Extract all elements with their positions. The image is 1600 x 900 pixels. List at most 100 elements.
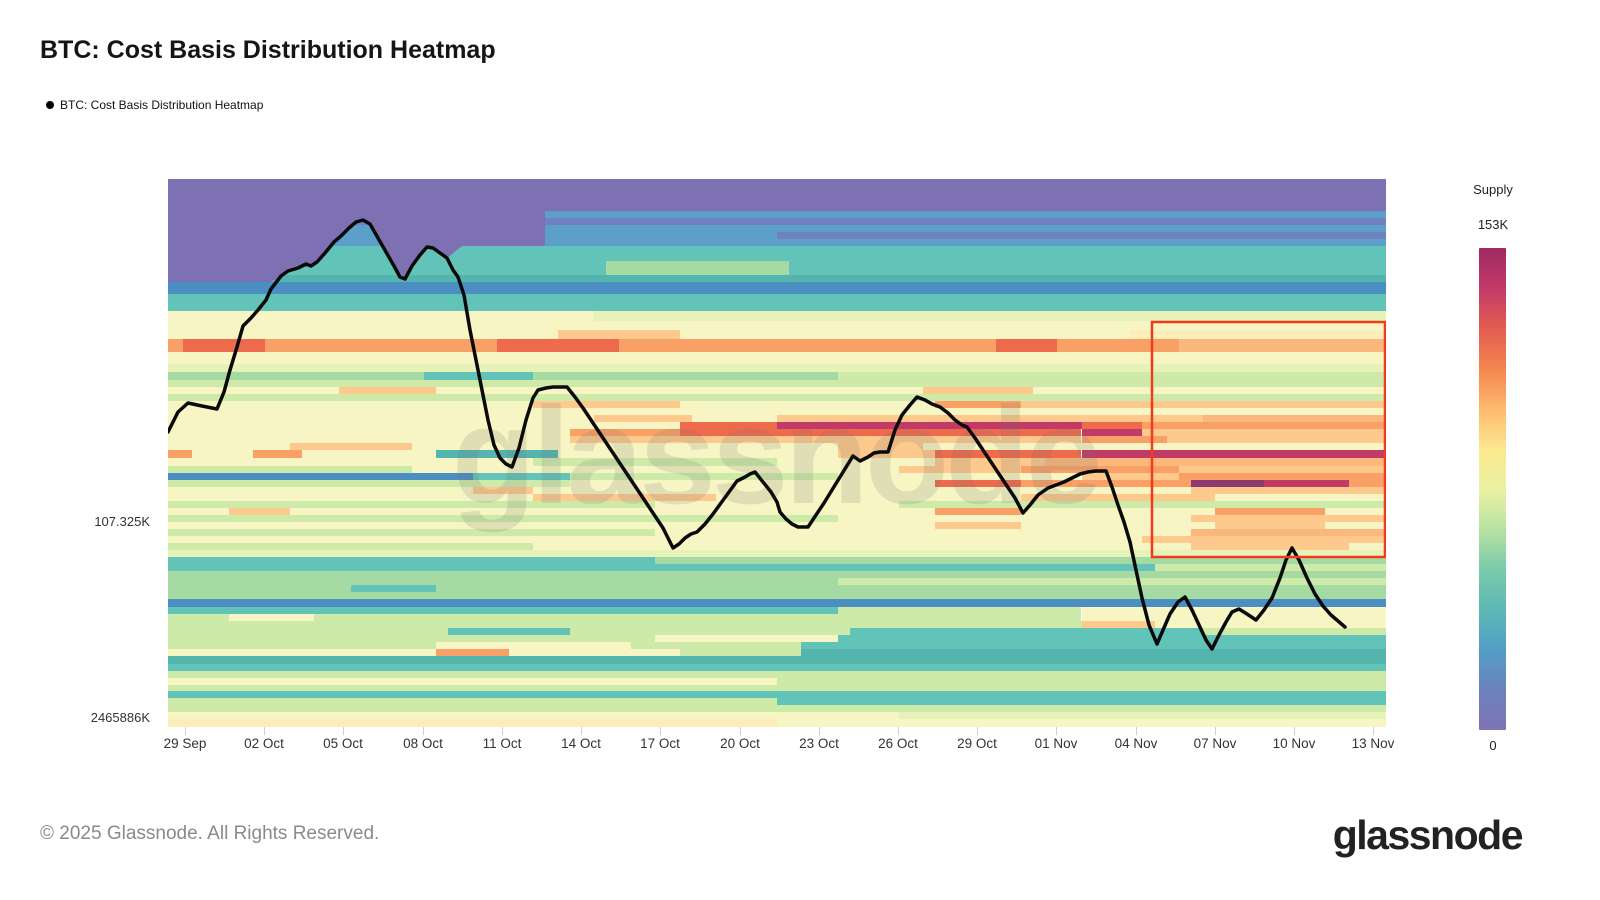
heatmap-row-segment (168, 321, 1386, 330)
heatmap-row-segment (496, 339, 619, 352)
page-title: BTC: Cost Basis Distribution Heatmap (40, 36, 496, 64)
heatmap-row-segment (338, 387, 436, 394)
heatmap-row-segment (801, 649, 1386, 656)
heatmap-row-segment (679, 649, 802, 656)
x-axis-tick-label: 29 Oct (957, 736, 997, 751)
heatmap-row-segment (289, 443, 412, 450)
heatmap-row-segment (679, 422, 777, 429)
heatmap-row-segment (168, 275, 1386, 282)
x-axis-tick-mark (1294, 727, 1295, 735)
heatmap-row-segment (935, 522, 1021, 529)
x-axis-tick-mark (581, 727, 582, 735)
heatmap-row-segment (168, 621, 1082, 628)
heatmap-row-segment (168, 557, 656, 564)
heatmap-row-segment (168, 515, 838, 522)
heatmap-row-segment (168, 529, 656, 536)
heatmap-row-segment (837, 372, 1386, 380)
heatmap-row-segment (168, 380, 1386, 387)
heatmap-row-segment (569, 628, 851, 635)
heatmap-row-segment (168, 473, 473, 480)
x-axis-tick-mark (1373, 727, 1374, 735)
heatmap-row-segment (935, 450, 1082, 458)
colorbar-gradient (1479, 248, 1506, 730)
x-axis-tick-label: 11 Oct (482, 736, 522, 751)
heatmap-row-segment (1325, 522, 1386, 529)
x-axis-tick-label: 05 Oct (323, 736, 363, 751)
legend-dot-icon (46, 101, 54, 109)
heatmap-row-segment (168, 239, 1386, 246)
x-axis-tick-label: 17 Oct (640, 736, 680, 751)
heatmap-row-segment (301, 450, 436, 458)
heatmap-row-segment (716, 494, 1021, 501)
heatmap-row-segment (168, 372, 424, 380)
heatmap-row-segment (168, 429, 570, 436)
heatmap-row-segment (168, 712, 899, 719)
heatmap-row-segment (168, 394, 1386, 401)
heatmap-row-segment (1020, 480, 1192, 487)
heatmap-row-segment (168, 578, 838, 585)
heatmap-row-segment (691, 415, 777, 422)
heatmap-row-segment (168, 487, 473, 494)
heatmap-row-segment (448, 628, 570, 635)
btc-price-line (168, 218, 1347, 651)
heatmap-row-segment (777, 232, 1386, 239)
heatmap-row-segment (168, 408, 1386, 415)
heatmap-row-segment (1081, 422, 1143, 429)
heatmap-row-segment (837, 443, 924, 450)
heatmap-row-segment (168, 628, 449, 635)
heatmap-row-segment (777, 458, 936, 466)
x-axis-tick-label: 20 Oct (720, 736, 760, 751)
heatmap-row-segment (168, 678, 777, 685)
heatmap-row-segment (1142, 429, 1386, 436)
series-legend[interactable]: BTC: Cost Basis Distribution Heatmap (46, 98, 263, 112)
heatmap-plot-area[interactable] (168, 179, 1386, 727)
x-axis-tick-label: 26 Oct (878, 736, 918, 751)
heatmap-row-segment (168, 585, 351, 592)
heatmap-row-segment (168, 480, 570, 487)
x-axis-tick-mark (343, 727, 344, 735)
heatmap-row-segment (1178, 466, 1386, 473)
heatmap-row-segment (168, 642, 436, 649)
heatmap-row-segment (253, 450, 302, 458)
legend-label: BTC: Cost Basis Distribution Heatmap (60, 98, 264, 112)
heatmap-row-segment (533, 458, 777, 466)
heatmap-row-segment (168, 450, 193, 458)
x-axis-tick-mark (1136, 727, 1137, 735)
x-axis-tick-label: 08 Oct (403, 736, 443, 751)
heatmap-row-segment (168, 607, 838, 614)
heatmap-row-segment (168, 664, 1386, 671)
heatmap-row-segment (168, 352, 1386, 364)
heatmap-row-segment (168, 218, 1386, 225)
heatmap-row-segment (606, 261, 790, 275)
heatmap-row-segment (168, 436, 570, 443)
heatmap-row-segment (777, 678, 1386, 685)
x-axis-tick-label: 01 Nov (1034, 736, 1078, 751)
heatmap-row-segment (265, 339, 497, 352)
heatmap-row-segment (168, 364, 1386, 372)
heatmap-row-segment (182, 339, 266, 352)
heatmap-row-segment (935, 401, 1021, 408)
heatmap-row-segment (569, 480, 936, 487)
heatmap-row-segment (168, 614, 229, 621)
heatmap-row-segment (850, 628, 1204, 635)
heatmap-row-segment (935, 480, 1021, 487)
heatmap-row-segment (1264, 480, 1350, 487)
x-axis-tick-label: 04 Nov (1114, 736, 1158, 751)
heatmap-row-segment (1215, 508, 1326, 515)
heatmap-row-segment (557, 450, 838, 458)
heatmap-row-segment (837, 635, 1386, 642)
heatmap-row-segment (1191, 515, 1386, 522)
heatmap-row-segment (168, 443, 290, 450)
heatmap-row-segment (411, 466, 899, 473)
heatmap-row-segment (435, 642, 631, 649)
heatmap-row-segment (837, 473, 1082, 480)
colorbar-min-label: 0 (1489, 738, 1497, 753)
heatmap-row-segment (557, 330, 680, 339)
heatmap-row-segment (996, 339, 1058, 352)
heatmap-row-segment (168, 705, 1386, 712)
heatmap-row-segment (509, 649, 680, 656)
heatmap-row-segment (168, 649, 436, 656)
heatmap-row-segment (168, 494, 534, 501)
heatmap-row-segment (1154, 564, 1386, 571)
heatmap-row-segment (679, 330, 1131, 339)
